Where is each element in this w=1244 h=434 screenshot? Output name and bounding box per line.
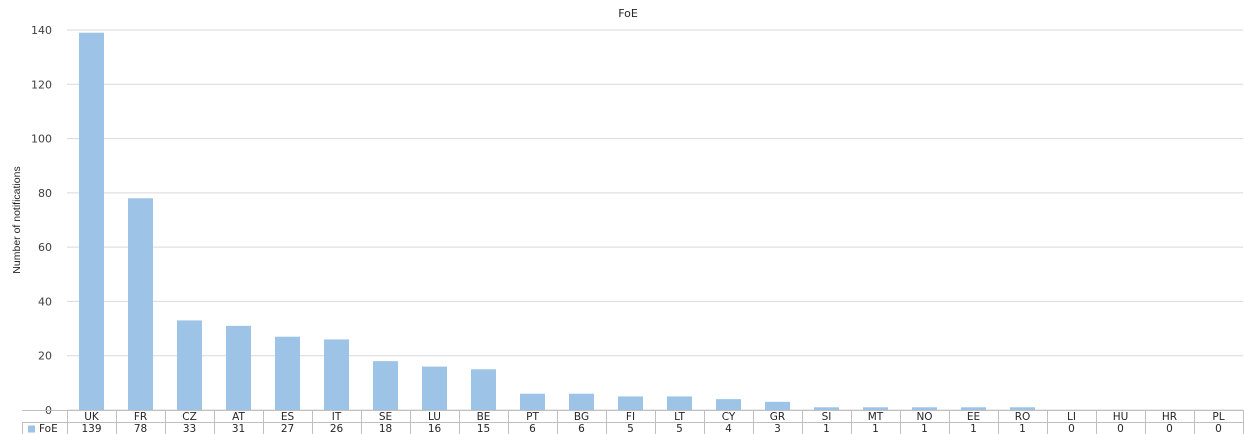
bar-be — [471, 369, 496, 410]
value-label: 1 — [1019, 423, 1026, 434]
y-axis-label: Number of notifications — [11, 166, 23, 273]
bar-fr — [128, 198, 153, 410]
category-label: AT — [232, 411, 245, 423]
value-label: 15 — [477, 423, 490, 434]
bar-se — [373, 361, 398, 410]
legend-key — [28, 425, 35, 433]
value-label: 33 — [183, 423, 196, 434]
category-label: SI — [822, 411, 832, 423]
value-label: 1 — [970, 423, 977, 434]
value-label: 4 — [725, 423, 732, 434]
category-label: BG — [574, 411, 589, 423]
category-label: RO — [1015, 411, 1031, 423]
value-label: 1 — [921, 423, 928, 434]
y-tick-label: 20 — [38, 350, 52, 363]
category-label: NO — [916, 411, 932, 423]
category-label: SE — [379, 411, 392, 423]
category-label: LT — [674, 411, 685, 423]
category-label: BE — [477, 411, 491, 423]
value-label: 1 — [872, 423, 879, 434]
value-label: 5 — [627, 423, 634, 434]
bar-ro — [1010, 407, 1035, 410]
value-label: 3 — [774, 423, 781, 434]
category-label: HR — [1162, 411, 1177, 423]
bar-gr — [765, 401, 790, 410]
category-label: CZ — [182, 411, 197, 423]
series-name: FoE — [39, 423, 58, 434]
bar-lt — [667, 396, 692, 410]
category-label: MT — [868, 411, 884, 423]
bar-es — [275, 336, 300, 410]
gridlines — [67, 29, 1243, 411]
value-label: 18 — [379, 423, 392, 434]
category-label: PT — [526, 411, 539, 423]
y-tick-label: 60 — [38, 241, 52, 254]
bar-at — [226, 325, 251, 410]
bar-pt — [520, 393, 545, 410]
value-label: 6 — [578, 423, 585, 434]
y-tick-label: 100 — [31, 133, 52, 146]
category-label: LI — [1067, 411, 1076, 423]
data-table: FoEUK139FR78CZ33AT31ES27IT26SE18LU16BE15… — [22, 410, 1244, 434]
category-label: IT — [332, 411, 342, 423]
chart-title: FoE — [618, 7, 638, 20]
bar-si — [814, 407, 839, 410]
value-label: 16 — [428, 423, 442, 434]
bar-fi — [618, 396, 643, 410]
value-label: 1 — [823, 423, 830, 434]
value-label: 5 — [676, 423, 683, 434]
value-label: 27 — [281, 423, 294, 434]
bar-no — [912, 407, 937, 410]
value-label: 0 — [1068, 423, 1075, 434]
category-label: EE — [967, 411, 980, 423]
value-label: 0 — [1215, 423, 1222, 434]
bar-mt — [863, 407, 888, 410]
bars — [79, 32, 1035, 410]
category-label: FR — [134, 411, 147, 423]
bar-lu — [422, 366, 447, 410]
y-tick-label: 40 — [38, 295, 52, 308]
bar-bg — [569, 393, 594, 410]
bar-it — [324, 339, 349, 410]
value-label: 0 — [1166, 423, 1173, 434]
y-tick-label: 80 — [38, 187, 52, 200]
y-tick-label: 140 — [31, 24, 52, 37]
value-label: 0 — [1117, 423, 1124, 434]
bar-cz — [177, 320, 202, 410]
value-label: 31 — [232, 423, 245, 434]
bar-ee — [961, 407, 986, 410]
category-label: LU — [428, 411, 441, 423]
value-label: 26 — [330, 423, 344, 434]
category-label: PL — [1212, 411, 1224, 423]
category-label: ES — [281, 411, 295, 423]
category-label: FI — [626, 411, 635, 423]
bar-cy — [716, 399, 741, 410]
category-label: UK — [84, 411, 100, 423]
value-label: 139 — [81, 423, 101, 434]
bar-uk — [79, 32, 104, 410]
category-label: HU — [1113, 411, 1129, 423]
y-tick-label: 120 — [31, 78, 52, 91]
value-label: 78 — [134, 423, 147, 434]
value-label: 6 — [529, 423, 536, 434]
category-label: GR — [770, 411, 785, 423]
category-label: CY — [722, 411, 736, 423]
